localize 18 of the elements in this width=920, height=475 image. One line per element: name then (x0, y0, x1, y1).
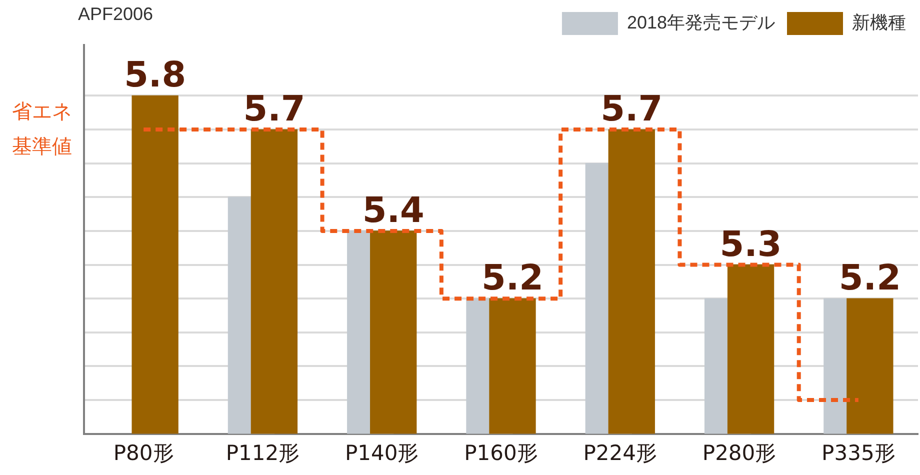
x-tick-label: P140形 (344, 440, 419, 465)
legend-label: 新機種 (852, 12, 906, 32)
data-label: 5.7 (600, 90, 663, 130)
x-tick-label: P160形 (464, 440, 538, 465)
x-tick-label: P335形 (822, 440, 896, 465)
x-tick-label: P280形 (702, 440, 776, 465)
data-label: 5.4 (362, 190, 424, 231)
data-label: 5.2 (838, 258, 901, 299)
data-label: 5.7 (243, 90, 306, 130)
text: 省エネ基準値 (11, 100, 72, 160)
data-label: 5.3 (720, 224, 782, 265)
x-tick-label: P112形 (226, 440, 300, 465)
x-tick-label: P224形 (583, 440, 658, 465)
data-label: 5.8 (124, 56, 186, 96)
x-tick-label: P80形 (113, 440, 174, 465)
legend-label: 2018年発売モデル (626, 12, 776, 32)
data-label: 5.2 (481, 258, 544, 299)
y-axis-title: APF2006 (78, 4, 154, 24)
